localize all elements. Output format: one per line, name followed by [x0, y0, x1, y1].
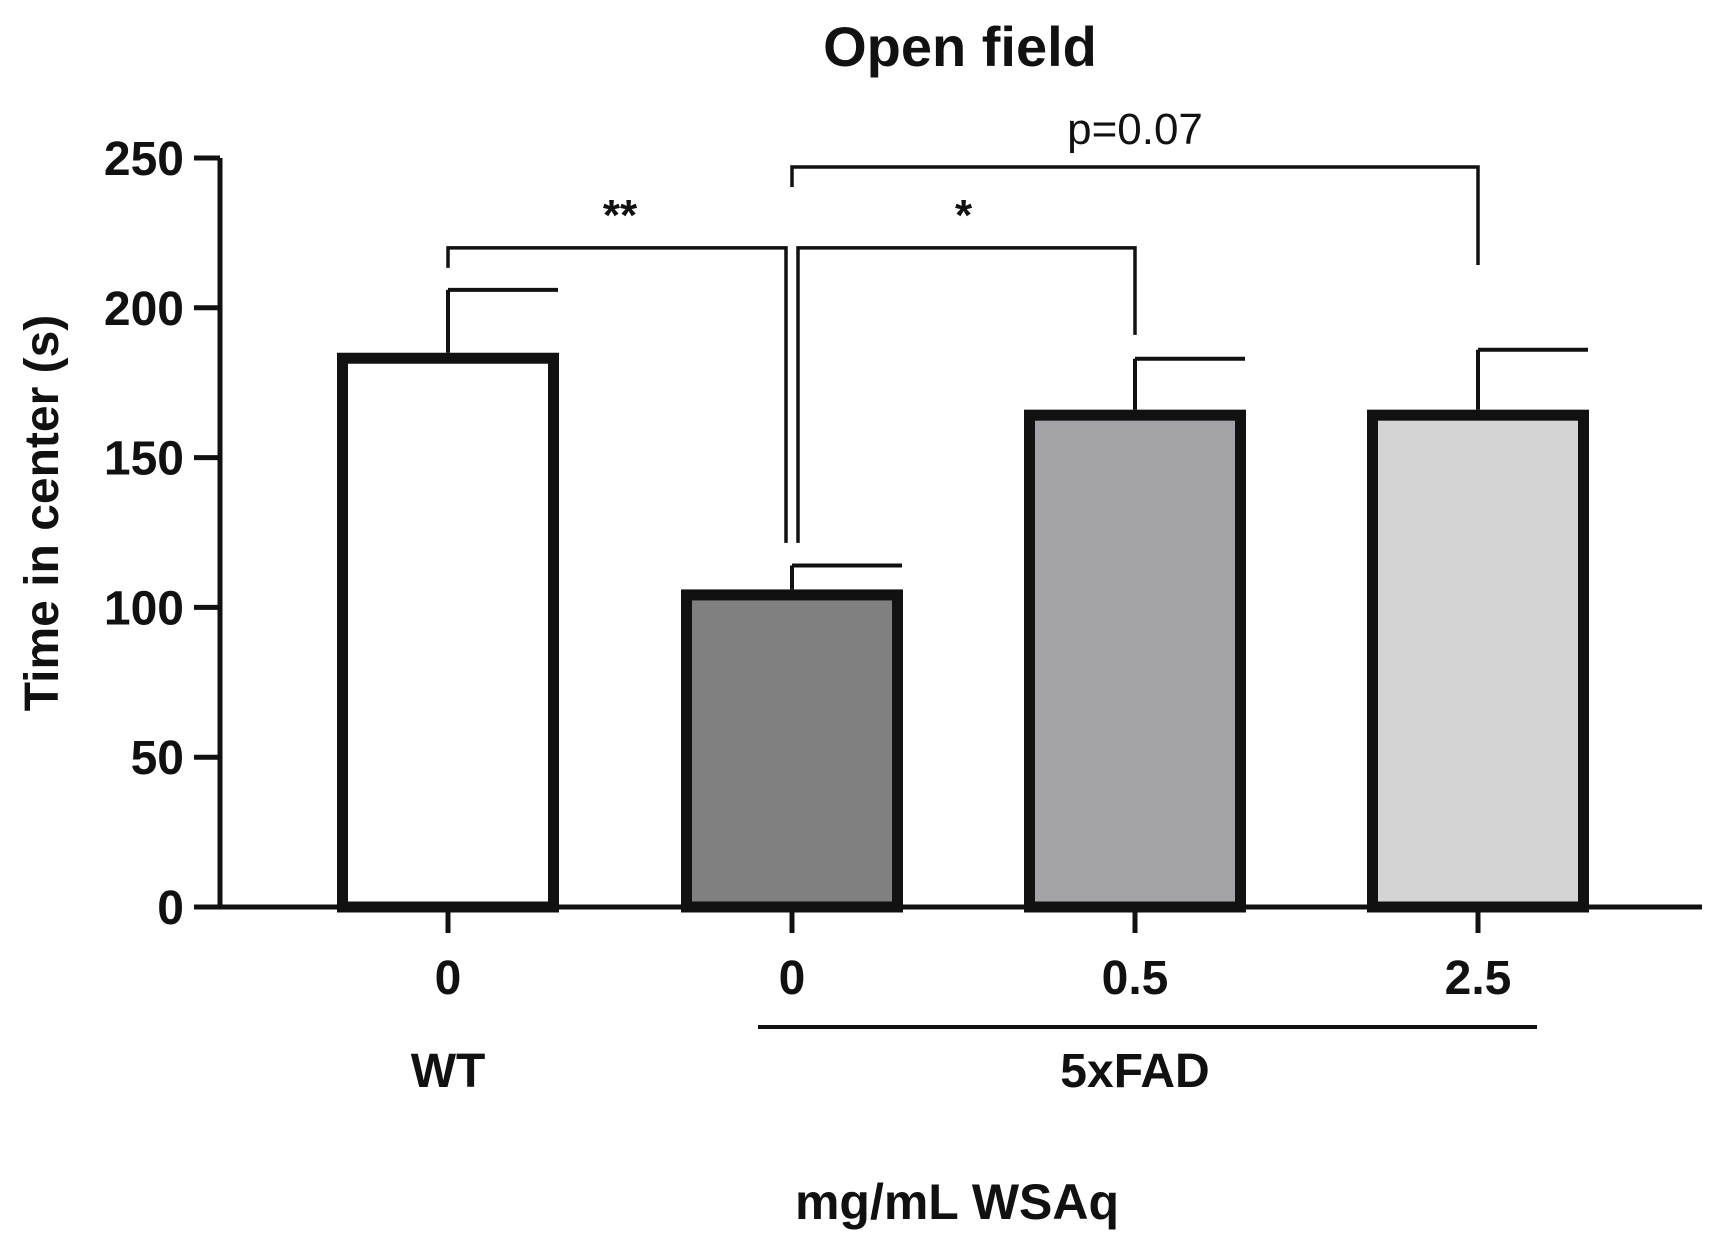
- significance-bracket-1: [796, 246, 1137, 543]
- bar-1: [681, 589, 903, 913]
- y-tick-label-5: 250: [104, 133, 184, 186]
- x-axis-label: mg/mL WSAq: [795, 1174, 1119, 1230]
- x-tick-label-0: 0: [435, 952, 462, 1005]
- significance-bracket-2: [790, 165, 1480, 265]
- bar-0: [337, 352, 559, 913]
- significance-label-1: *: [955, 191, 973, 240]
- significance-label-0: **: [603, 191, 638, 240]
- significance-bracket-0: [446, 246, 788, 543]
- bar-2: [1024, 409, 1246, 913]
- y-tick-label-3: 150: [104, 433, 184, 486]
- x-tick-label-3: 2.5: [1445, 952, 1512, 1005]
- y-tick-label-2: 100: [104, 582, 184, 635]
- chart-title: Open field: [823, 15, 1097, 78]
- x-tick-label-1: 0: [779, 952, 806, 1005]
- group-label-0: WT: [411, 1045, 486, 1098]
- y-axis-label: Time in center (s): [16, 315, 69, 712]
- y-tick-label-1: 50: [131, 732, 184, 785]
- bar-3: [1367, 409, 1589, 913]
- y-tick-label-4: 200: [104, 283, 184, 336]
- significance-label-2: p=0.07: [1067, 105, 1203, 154]
- x-tick-label-2: 0.5: [1102, 952, 1169, 1005]
- group-label-1: 5xFAD: [1060, 1045, 1209, 1098]
- y-tick-label-0: 0: [157, 882, 184, 935]
